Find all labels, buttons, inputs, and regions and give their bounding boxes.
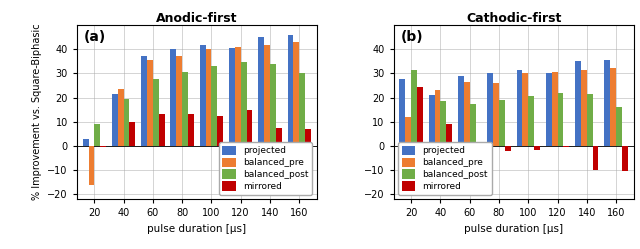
- Legend: projected, balanced_pre, balanced_post, mirrored: projected, balanced_pre, balanced_post, …: [398, 142, 492, 195]
- Bar: [94, 124, 100, 146]
- Legend: projected, balanced_pre, balanced_post, mirrored: projected, balanced_pre, balanced_post, …: [219, 142, 312, 195]
- Bar: [610, 68, 616, 146]
- Bar: [399, 79, 405, 146]
- Bar: [622, 146, 628, 171]
- Bar: [264, 46, 270, 146]
- X-axis label: pulse duration [μs]: pulse duration [μs]: [147, 224, 246, 234]
- Bar: [235, 47, 241, 146]
- Bar: [546, 73, 552, 146]
- Bar: [276, 128, 282, 146]
- Bar: [88, 146, 94, 185]
- Bar: [470, 104, 476, 146]
- Bar: [147, 60, 153, 146]
- Bar: [493, 83, 499, 146]
- Bar: [170, 49, 176, 146]
- Bar: [159, 115, 164, 146]
- Bar: [153, 79, 159, 146]
- Bar: [200, 46, 205, 146]
- Bar: [287, 35, 293, 146]
- Bar: [176, 56, 182, 146]
- Bar: [534, 146, 540, 150]
- Bar: [516, 70, 522, 146]
- Text: (b): (b): [401, 30, 424, 44]
- Bar: [182, 72, 188, 146]
- Bar: [476, 143, 481, 146]
- Bar: [458, 76, 464, 146]
- Bar: [616, 107, 622, 146]
- Bar: [405, 117, 411, 146]
- Bar: [270, 64, 276, 146]
- Bar: [464, 82, 470, 146]
- Bar: [587, 94, 593, 146]
- Bar: [499, 100, 505, 146]
- Bar: [141, 56, 147, 146]
- Bar: [557, 93, 563, 146]
- Bar: [429, 95, 435, 146]
- Bar: [124, 99, 129, 146]
- Bar: [505, 146, 511, 151]
- Y-axis label: % Improvement vs. Square-Biphasic: % Improvement vs. Square-Biphasic: [32, 24, 42, 200]
- Bar: [417, 87, 423, 146]
- Bar: [112, 94, 118, 146]
- Bar: [563, 146, 569, 147]
- Bar: [246, 110, 252, 146]
- Bar: [411, 70, 417, 146]
- Bar: [593, 146, 598, 170]
- Bar: [118, 89, 124, 146]
- Bar: [211, 66, 218, 146]
- Bar: [604, 60, 610, 146]
- Bar: [259, 37, 264, 146]
- Bar: [218, 116, 223, 146]
- X-axis label: pulse duration [μs]: pulse duration [μs]: [464, 224, 563, 234]
- Bar: [300, 73, 305, 146]
- Bar: [100, 146, 106, 147]
- Title: Cathodic-first: Cathodic-first: [466, 12, 561, 25]
- Bar: [83, 139, 88, 146]
- Bar: [522, 73, 528, 146]
- Bar: [305, 129, 311, 146]
- Title: Anodic-first: Anodic-first: [156, 12, 237, 25]
- Bar: [440, 101, 446, 146]
- Text: (a): (a): [84, 30, 106, 44]
- Bar: [581, 70, 587, 146]
- Bar: [229, 48, 235, 146]
- Bar: [575, 61, 581, 146]
- Bar: [188, 115, 194, 146]
- Bar: [435, 90, 440, 146]
- Bar: [552, 72, 557, 146]
- Bar: [293, 42, 300, 146]
- Bar: [528, 96, 534, 146]
- Bar: [487, 73, 493, 146]
- Bar: [241, 62, 246, 146]
- Bar: [129, 122, 135, 146]
- Bar: [446, 124, 452, 146]
- Bar: [205, 49, 211, 146]
